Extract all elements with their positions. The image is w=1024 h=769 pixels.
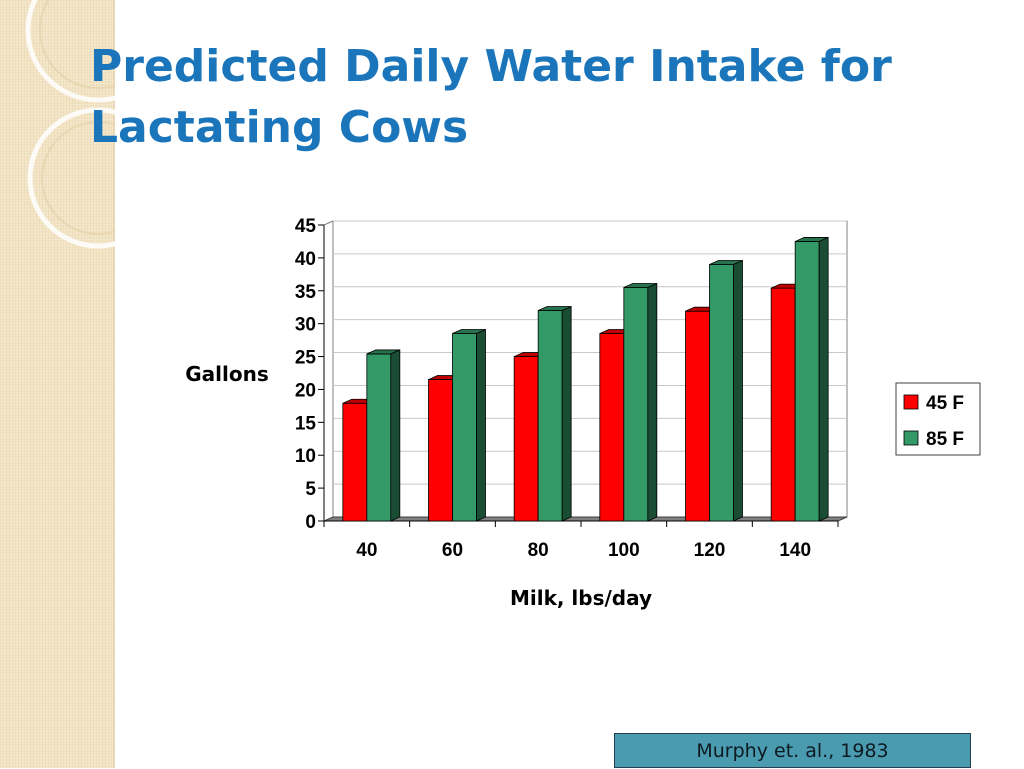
y-tick-label: 10	[295, 446, 316, 467]
y-axis-title: Gallons	[185, 362, 269, 386]
y-tick-label: 5	[305, 479, 316, 500]
y-tick-label: 40	[295, 249, 316, 270]
side-strip-edge	[113, 0, 115, 768]
legend-label: 45 F	[926, 393, 964, 414]
plot-area	[332, 220, 848, 518]
x-axis-title: Milk, lbs/day	[510, 586, 652, 610]
bar-45F-40	[342, 402, 368, 522]
slide-title: Predicted Daily Water Intake for Lactati…	[90, 41, 892, 153]
x-tick-label: 120	[694, 540, 726, 561]
x-tick-label: 80	[528, 540, 549, 561]
bar-45F-60	[428, 379, 453, 522]
y-tick-label: 0	[305, 512, 316, 533]
bar-side-85F-120	[733, 259, 743, 522]
chart-floor	[323, 516, 848, 522]
x-tick-label: 140	[779, 540, 811, 561]
decorative-rings	[25, 0, 115, 249]
bar-85F-140	[794, 241, 820, 522]
y-tick-label: 25	[295, 348, 317, 369]
x-tick-label: 60	[442, 540, 463, 561]
bar-85F-60	[452, 333, 477, 522]
decorative-side-strip	[0, 0, 113, 768]
bar-85F-80	[537, 310, 563, 522]
legend-swatch-85F	[903, 430, 919, 446]
bar-85F-120	[709, 264, 734, 522]
bar-side-85F-60	[476, 328, 486, 522]
bar-45F-140	[770, 287, 796, 522]
y-tick-label: 20	[295, 380, 316, 401]
bar-side-85F-80	[561, 305, 572, 522]
bar-side-85F-100	[647, 282, 658, 522]
y-tick-label: 45	[295, 216, 317, 237]
x-tick-label: 100	[608, 540, 640, 561]
y-tick-label: 35	[295, 282, 317, 303]
bar-side-85F-40	[390, 349, 401, 522]
bar-side-85F-140	[818, 236, 829, 522]
y-tick-label: 30	[295, 315, 316, 336]
legend-label: 85 F	[926, 429, 964, 450]
x-tick-label: 40	[356, 540, 377, 561]
citation-box: Murphy et. al., 1983	[614, 733, 971, 768]
bar-85F-40	[366, 353, 392, 522]
bar-45F-100	[599, 333, 625, 522]
side-wall-edge	[323, 220, 334, 226]
bar-45F-120	[685, 310, 710, 522]
legend-swatch-45F	[903, 394, 919, 410]
bar-85F-100	[623, 287, 649, 522]
y-tick-label: 15	[295, 413, 317, 434]
bar-45F-80	[513, 356, 539, 522]
